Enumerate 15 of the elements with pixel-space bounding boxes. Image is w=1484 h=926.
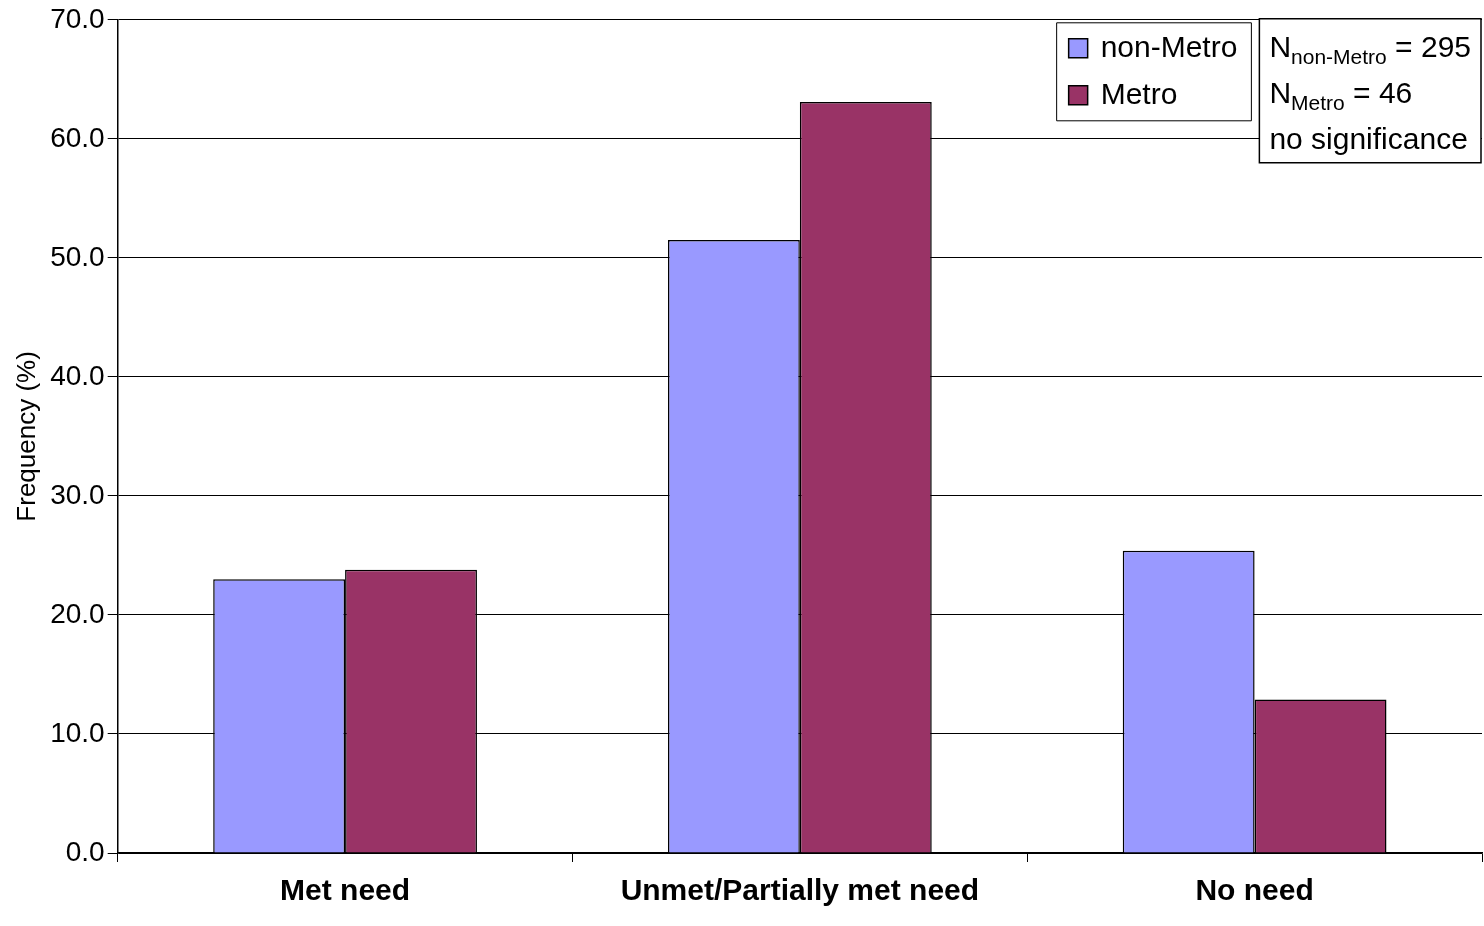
annotation: no significance — [1269, 121, 1468, 155]
y-tick-label: 30.0 — [50, 478, 105, 510]
y-axis-title: Frequency (%) — [10, 351, 41, 522]
legend-label: non-Metro — [1100, 30, 1238, 64]
y-tick-label: 60.0 — [50, 121, 105, 153]
y-tick-label: 0.0 — [65, 835, 105, 867]
y-tick-label: 50.0 — [50, 240, 105, 272]
x-tick-label: No need — [1195, 873, 1314, 907]
y-tick-label: 10.0 — [50, 716, 105, 748]
y-tick-label: 20.0 — [50, 597, 105, 629]
y-tick-label: 40.0 — [50, 359, 105, 391]
x-tick-label: Met need — [280, 873, 411, 907]
y-tick-label: 70.0 — [50, 2, 105, 34]
x-tick-label: Unmet/Partially met need — [620, 873, 980, 907]
legend-label: Metro — [1100, 77, 1178, 111]
